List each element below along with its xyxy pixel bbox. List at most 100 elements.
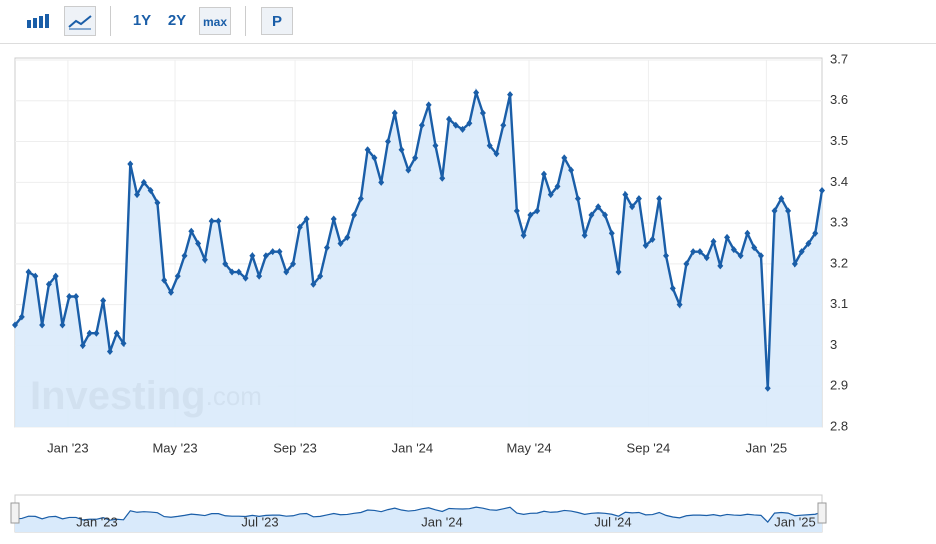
y-tick-label: 3.3 bbox=[830, 215, 848, 230]
point-marker bbox=[588, 211, 595, 219]
area bbox=[15, 92, 822, 427]
point-marker bbox=[724, 233, 731, 241]
point-marker bbox=[364, 146, 371, 154]
point-marker bbox=[229, 268, 236, 276]
x-tick-label: May '23 bbox=[152, 440, 197, 455]
line-icon[interactable] bbox=[64, 6, 96, 36]
point-marker bbox=[812, 229, 819, 237]
point-marker bbox=[757, 252, 764, 260]
x-tick-label: Jan '24 bbox=[392, 440, 434, 455]
point-marker bbox=[696, 248, 703, 256]
point-marker bbox=[296, 223, 303, 231]
point-marker bbox=[269, 248, 276, 256]
point-marker bbox=[466, 119, 473, 127]
point-marker bbox=[513, 207, 520, 215]
point-marker bbox=[446, 115, 453, 123]
point-marker bbox=[283, 268, 290, 276]
point-marker bbox=[12, 321, 18, 329]
point-marker bbox=[351, 211, 358, 219]
point-marker bbox=[323, 244, 330, 252]
point-marker bbox=[405, 166, 412, 174]
point-marker bbox=[568, 166, 575, 174]
point-marker bbox=[235, 268, 242, 276]
navigator-label: Jan '24 bbox=[421, 514, 463, 529]
point-marker bbox=[663, 252, 670, 260]
point-marker bbox=[744, 229, 751, 237]
point-marker bbox=[601, 211, 608, 219]
point-marker bbox=[635, 195, 642, 203]
point-marker bbox=[134, 191, 141, 199]
point-marker bbox=[622, 191, 629, 199]
point-marker bbox=[486, 142, 493, 150]
x-tick-label: May '24 bbox=[506, 440, 551, 455]
point-marker bbox=[527, 211, 534, 219]
point-marker bbox=[208, 217, 215, 225]
point-marker bbox=[554, 182, 561, 190]
navigator-handle[interactable] bbox=[10, 502, 20, 524]
point-marker bbox=[127, 160, 134, 168]
point-marker bbox=[581, 231, 588, 239]
navigator-label: Jul '23 bbox=[241, 514, 278, 529]
y-tick-label: 2.9 bbox=[830, 378, 848, 393]
point-marker bbox=[290, 260, 297, 268]
point-marker bbox=[608, 229, 615, 237]
point-marker bbox=[432, 142, 439, 150]
point-marker bbox=[717, 262, 724, 270]
point-marker bbox=[344, 233, 351, 241]
y-tick-label: 3.4 bbox=[830, 174, 848, 189]
bar-icon[interactable] bbox=[26, 12, 50, 30]
point-marker bbox=[751, 244, 758, 252]
toolbar: 1Y 2Y max P bbox=[0, 0, 936, 44]
point-marker bbox=[262, 252, 269, 260]
point-marker bbox=[669, 284, 676, 292]
point-marker bbox=[791, 260, 798, 268]
point-marker bbox=[154, 199, 161, 207]
point-marker bbox=[595, 203, 602, 211]
point-marker bbox=[147, 186, 154, 194]
point-marker bbox=[798, 248, 805, 256]
point-marker bbox=[649, 235, 656, 243]
point-marker bbox=[730, 246, 737, 254]
point-marker bbox=[805, 240, 812, 247]
point-marker bbox=[100, 297, 107, 305]
range-button[interactable]: 1Y bbox=[132, 12, 152, 29]
point-marker bbox=[106, 348, 113, 356]
point-marker bbox=[201, 256, 208, 264]
point-marker bbox=[690, 248, 697, 256]
point-marker bbox=[25, 268, 32, 276]
point-marker bbox=[140, 178, 147, 186]
point-marker bbox=[330, 215, 337, 223]
range-button[interactable]: max bbox=[199, 7, 231, 35]
navigator-handle[interactable] bbox=[817, 502, 827, 524]
range-button[interactable]: 2Y bbox=[167, 12, 187, 29]
navigator-label: Jul '24 bbox=[594, 514, 631, 529]
navigator-area bbox=[15, 507, 822, 532]
y-tick-label: 3.6 bbox=[830, 92, 848, 107]
p-button[interactable]: P bbox=[261, 7, 293, 35]
point-marker bbox=[378, 178, 385, 186]
point-marker bbox=[276, 248, 283, 256]
point-marker bbox=[59, 321, 66, 329]
point-marker bbox=[249, 252, 256, 260]
point-marker bbox=[303, 215, 310, 223]
point-marker bbox=[256, 272, 263, 280]
point-marker bbox=[785, 207, 792, 215]
point-marker bbox=[778, 195, 785, 203]
point-marker bbox=[412, 154, 419, 162]
x-tick-label: Sep '24 bbox=[627, 440, 671, 455]
point-marker bbox=[642, 242, 649, 250]
point-marker bbox=[629, 203, 636, 211]
y-tick-label: 3.2 bbox=[830, 255, 848, 270]
point-marker bbox=[384, 138, 391, 146]
y-tick-label: 3 bbox=[830, 337, 837, 352]
point-marker bbox=[520, 231, 527, 239]
point-marker bbox=[615, 268, 622, 276]
point-marker bbox=[120, 339, 127, 347]
point-marker bbox=[317, 272, 324, 280]
point-marker bbox=[473, 89, 480, 97]
point-marker bbox=[540, 170, 547, 178]
x-tick-label: Sep '23 bbox=[273, 440, 317, 455]
point-marker bbox=[222, 260, 229, 268]
point-marker bbox=[737, 252, 744, 260]
